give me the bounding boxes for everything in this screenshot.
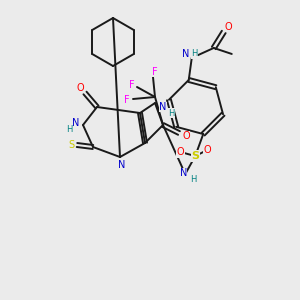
Text: F: F xyxy=(152,67,158,77)
Text: H: H xyxy=(190,175,196,184)
Text: N: N xyxy=(180,168,187,178)
Text: S: S xyxy=(68,140,74,150)
Text: F: F xyxy=(124,95,130,105)
Text: S: S xyxy=(191,151,199,161)
Text: H: H xyxy=(66,125,72,134)
Text: N: N xyxy=(182,49,189,59)
Text: O: O xyxy=(176,147,184,157)
Text: H: H xyxy=(192,50,198,58)
Text: N: N xyxy=(159,102,167,112)
Text: H: H xyxy=(168,109,174,118)
Text: O: O xyxy=(203,145,211,155)
Text: O: O xyxy=(182,131,190,141)
Text: O: O xyxy=(76,83,84,93)
Text: F: F xyxy=(129,80,135,90)
Text: N: N xyxy=(72,118,80,128)
Text: O: O xyxy=(225,22,232,32)
Text: N: N xyxy=(118,160,126,170)
